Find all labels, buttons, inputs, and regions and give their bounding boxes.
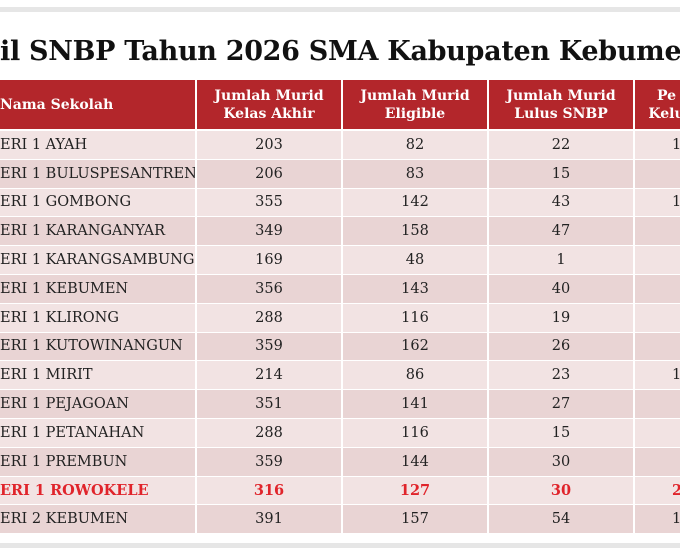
table-cell: 1 <box>635 188 680 218</box>
header-text: Pe <box>656 87 677 104</box>
header-text: Jumlah Murid <box>214 87 324 104</box>
table-cell: 356 <box>197 275 343 304</box>
table-cell: ERI 1 PREMBUN <box>0 447 197 477</box>
table-cell <box>635 246 680 275</box>
table-cell: ERI 1 KARANGANYAR <box>0 217 197 247</box>
title: il SNBP Tahun 2026 SMA Kabupaten Kebumen <box>0 36 680 67</box>
table-cell <box>635 275 680 304</box>
table-cell: 288 <box>197 303 343 333</box>
table-cell: ERI 1 AYAH <box>0 131 197 160</box>
table-cell: 22 <box>489 131 635 160</box>
table-cell: 1 <box>635 131 680 160</box>
table-cell: ERI 1 KEBUMEN <box>0 275 197 304</box>
table-cell <box>635 303 680 333</box>
table-cell: 351 <box>197 390 343 419</box>
table-cell: 23 <box>489 361 635 391</box>
table-cell: 43 <box>489 188 635 218</box>
header-cell: Jumlah Murid Lulus SNBP <box>489 80 635 130</box>
table-cell: 162 <box>343 332 489 362</box>
table-cell: 141 <box>343 390 489 419</box>
header-text: Jumlah Murid <box>360 87 470 104</box>
table-cell: 1 <box>635 361 680 391</box>
table-cell: 359 <box>197 332 343 362</box>
table-cell: 391 <box>197 505 343 535</box>
table-cell: 127 <box>343 476 489 506</box>
table-cell: 83 <box>343 159 489 189</box>
table-cell: ERI 2 KEBUMEN <box>0 505 197 535</box>
table-cell: ERI 1 GOMBONG <box>0 188 197 218</box>
table-cell: 316 <box>197 476 343 506</box>
header-text: Kelu <box>648 105 680 122</box>
table-cell: 19 <box>489 303 635 333</box>
table-cell: ERI 1 PETANAHAN <box>0 419 197 448</box>
table-cell: 349 <box>197 217 343 247</box>
table-cell: ERI 1 ROWOKELE <box>0 476 197 506</box>
table-cell: 2 <box>635 476 680 506</box>
table-cell: ERI 1 PEJAGOAN <box>0 390 197 419</box>
table-cell: 116 <box>343 303 489 333</box>
table-cell: 206 <box>197 159 343 189</box>
table-cell: ERI 1 KUTOWINANGUN <box>0 332 197 362</box>
table-cell: 26 <box>489 332 635 362</box>
table-cell: ERI 1 BULUSPESANTREN <box>0 159 197 189</box>
table-cell: ERI 1 KLIRONG <box>0 303 197 333</box>
table-cell: 288 <box>197 419 343 448</box>
header-text: Kelas Akhir <box>223 105 315 122</box>
table-cell: 116 <box>343 419 489 448</box>
header-cell: Jumlah Murid Eligible <box>343 80 489 130</box>
table-cell: 169 <box>197 246 343 275</box>
header-cell: PeKelu <box>635 80 680 130</box>
table-cell: 355 <box>197 188 343 218</box>
header-text: Lulus SNBP <box>514 105 608 122</box>
table-cell: 82 <box>343 131 489 160</box>
table-cell: 142 <box>343 188 489 218</box>
table-cell: 1 <box>489 246 635 275</box>
bottom-rule <box>0 543 680 548</box>
table-cell <box>635 447 680 477</box>
table-cell: 48 <box>343 246 489 275</box>
table-cell: 144 <box>343 447 489 477</box>
table-cell: 15 <box>489 159 635 189</box>
table-cell: 359 <box>197 447 343 477</box>
table-cell: 203 <box>197 131 343 160</box>
header-text: Nama Sekolah <box>0 96 114 113</box>
table-cell <box>635 390 680 419</box>
table-cell: 143 <box>343 275 489 304</box>
table-cell <box>635 159 680 189</box>
table-cell <box>635 332 680 362</box>
table-cell: ERI 1 MIRIT <box>0 361 197 391</box>
top-rule <box>0 7 680 12</box>
table-cell: 47 <box>489 217 635 247</box>
table-cell: 158 <box>343 217 489 247</box>
table-cell: 30 <box>489 476 635 506</box>
header-text: Jumlah Murid <box>506 87 616 104</box>
header-cell: Nama Sekolah <box>0 80 197 130</box>
header-text: Eligible <box>384 105 446 122</box>
table-cell: 1 <box>635 505 680 535</box>
table-cell: 15 <box>489 419 635 448</box>
table-cell: 86 <box>343 361 489 391</box>
table-cell: ERI 1 KARANGSAMBUNG <box>0 246 197 275</box>
table-cell: 27 <box>489 390 635 419</box>
header-cell: Jumlah Murid Kelas Akhir <box>197 80 343 130</box>
table-cell: 54 <box>489 505 635 535</box>
table-cell: 30 <box>489 447 635 477</box>
table-cell: 214 <box>197 361 343 391</box>
table-cell: 157 <box>343 505 489 535</box>
table-cell: 40 <box>489 275 635 304</box>
table-cell <box>635 419 680 448</box>
table-cell <box>635 217 680 247</box>
